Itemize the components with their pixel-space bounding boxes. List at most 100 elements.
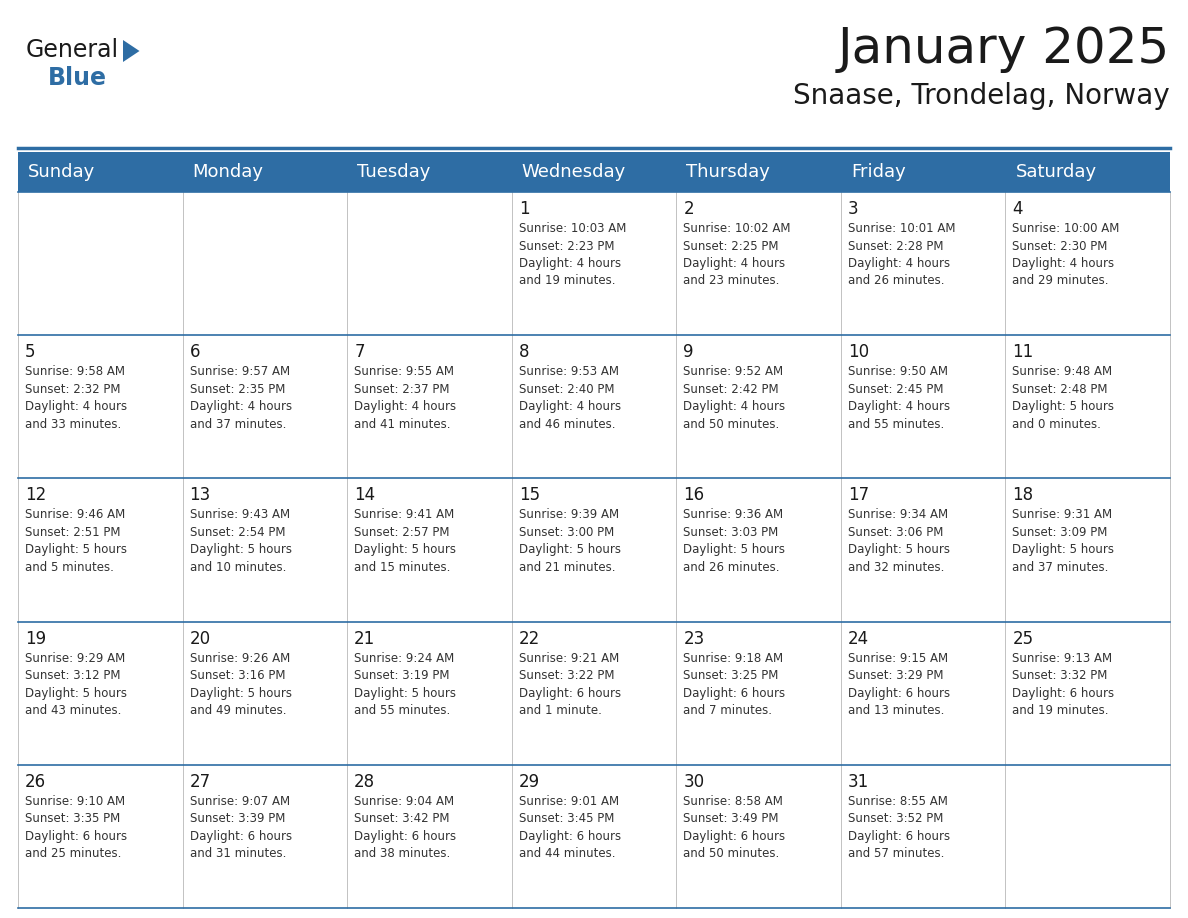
Text: Sunrise: 9:24 AM
Sunset: 3:19 PM
Daylight: 5 hours
and 55 minutes.: Sunrise: 9:24 AM Sunset: 3:19 PM Dayligh… — [354, 652, 456, 717]
Text: 29: 29 — [519, 773, 539, 790]
Text: Sunrise: 9:58 AM
Sunset: 2:32 PM
Daylight: 4 hours
and 33 minutes.: Sunrise: 9:58 AM Sunset: 2:32 PM Dayligh… — [25, 365, 127, 431]
Bar — [347, 335, 512, 478]
Text: 21: 21 — [354, 630, 375, 647]
Text: Sunrise: 8:58 AM
Sunset: 3:49 PM
Daylight: 6 hours
and 50 minutes.: Sunrise: 8:58 AM Sunset: 3:49 PM Dayligh… — [683, 795, 785, 860]
Bar — [512, 478, 676, 621]
Text: 22: 22 — [519, 630, 541, 647]
Bar — [512, 335, 676, 478]
Text: 13: 13 — [190, 487, 210, 504]
Bar — [1005, 765, 1170, 908]
Text: 19: 19 — [25, 630, 46, 647]
Text: 6: 6 — [190, 343, 200, 361]
Bar — [347, 621, 512, 765]
Text: 23: 23 — [683, 630, 704, 647]
Text: Sunrise: 9:26 AM
Sunset: 3:16 PM
Daylight: 5 hours
and 49 minutes.: Sunrise: 9:26 AM Sunset: 3:16 PM Dayligh… — [190, 652, 291, 717]
Bar — [841, 621, 1005, 765]
Bar — [183, 765, 347, 908]
Text: Sunrise: 9:13 AM
Sunset: 3:32 PM
Daylight: 6 hours
and 19 minutes.: Sunrise: 9:13 AM Sunset: 3:32 PM Dayligh… — [1012, 652, 1114, 717]
Text: Sunrise: 9:10 AM
Sunset: 3:35 PM
Daylight: 6 hours
and 25 minutes.: Sunrise: 9:10 AM Sunset: 3:35 PM Dayligh… — [25, 795, 127, 860]
Text: General: General — [26, 38, 119, 62]
Bar — [841, 478, 1005, 621]
Text: Sunrise: 10:00 AM
Sunset: 2:30 PM
Daylight: 4 hours
and 29 minutes.: Sunrise: 10:00 AM Sunset: 2:30 PM Daylig… — [1012, 222, 1120, 287]
Text: Sunrise: 9:39 AM
Sunset: 3:00 PM
Daylight: 5 hours
and 21 minutes.: Sunrise: 9:39 AM Sunset: 3:00 PM Dayligh… — [519, 509, 620, 574]
Text: Blue: Blue — [48, 66, 107, 90]
Text: 16: 16 — [683, 487, 704, 504]
Text: Sunrise: 9:57 AM
Sunset: 2:35 PM
Daylight: 4 hours
and 37 minutes.: Sunrise: 9:57 AM Sunset: 2:35 PM Dayligh… — [190, 365, 292, 431]
Text: 9: 9 — [683, 343, 694, 361]
Bar — [18, 152, 1170, 192]
Text: Sunrise: 9:50 AM
Sunset: 2:45 PM
Daylight: 4 hours
and 55 minutes.: Sunrise: 9:50 AM Sunset: 2:45 PM Dayligh… — [848, 365, 950, 431]
Bar — [1005, 192, 1170, 335]
Bar — [18, 192, 183, 335]
Text: Sunday: Sunday — [29, 163, 95, 181]
Text: Sunrise: 9:46 AM
Sunset: 2:51 PM
Daylight: 5 hours
and 5 minutes.: Sunrise: 9:46 AM Sunset: 2:51 PM Dayligh… — [25, 509, 127, 574]
Bar — [841, 335, 1005, 478]
Text: Sunrise: 10:02 AM
Sunset: 2:25 PM
Daylight: 4 hours
and 23 minutes.: Sunrise: 10:02 AM Sunset: 2:25 PM Daylig… — [683, 222, 791, 287]
Text: Sunrise: 9:18 AM
Sunset: 3:25 PM
Daylight: 6 hours
and 7 minutes.: Sunrise: 9:18 AM Sunset: 3:25 PM Dayligh… — [683, 652, 785, 717]
Text: 31: 31 — [848, 773, 870, 790]
Bar — [183, 335, 347, 478]
Text: Wednesday: Wednesday — [522, 163, 626, 181]
Text: 2: 2 — [683, 200, 694, 218]
Text: 27: 27 — [190, 773, 210, 790]
Bar — [347, 478, 512, 621]
Text: Sunrise: 8:55 AM
Sunset: 3:52 PM
Daylight: 6 hours
and 57 minutes.: Sunrise: 8:55 AM Sunset: 3:52 PM Dayligh… — [848, 795, 950, 860]
Bar — [18, 478, 183, 621]
Bar — [183, 621, 347, 765]
Bar — [347, 192, 512, 335]
Bar — [841, 192, 1005, 335]
Bar — [676, 478, 841, 621]
Text: Sunrise: 9:29 AM
Sunset: 3:12 PM
Daylight: 5 hours
and 43 minutes.: Sunrise: 9:29 AM Sunset: 3:12 PM Dayligh… — [25, 652, 127, 717]
Bar — [1005, 621, 1170, 765]
Text: 14: 14 — [354, 487, 375, 504]
Bar — [841, 765, 1005, 908]
Text: Sunrise: 9:43 AM
Sunset: 2:54 PM
Daylight: 5 hours
and 10 minutes.: Sunrise: 9:43 AM Sunset: 2:54 PM Dayligh… — [190, 509, 291, 574]
Bar — [676, 335, 841, 478]
Text: Snaase, Trondelag, Norway: Snaase, Trondelag, Norway — [794, 82, 1170, 110]
Text: 24: 24 — [848, 630, 868, 647]
Text: 15: 15 — [519, 487, 539, 504]
Bar — [347, 765, 512, 908]
Text: Sunrise: 9:21 AM
Sunset: 3:22 PM
Daylight: 6 hours
and 1 minute.: Sunrise: 9:21 AM Sunset: 3:22 PM Dayligh… — [519, 652, 621, 717]
Text: Sunrise: 9:04 AM
Sunset: 3:42 PM
Daylight: 6 hours
and 38 minutes.: Sunrise: 9:04 AM Sunset: 3:42 PM Dayligh… — [354, 795, 456, 860]
Text: Sunrise: 9:55 AM
Sunset: 2:37 PM
Daylight: 4 hours
and 41 minutes.: Sunrise: 9:55 AM Sunset: 2:37 PM Dayligh… — [354, 365, 456, 431]
Text: Sunrise: 9:31 AM
Sunset: 3:09 PM
Daylight: 5 hours
and 37 minutes.: Sunrise: 9:31 AM Sunset: 3:09 PM Dayligh… — [1012, 509, 1114, 574]
Bar — [676, 192, 841, 335]
Bar — [676, 621, 841, 765]
Bar — [183, 478, 347, 621]
Text: 8: 8 — [519, 343, 529, 361]
Bar — [1005, 478, 1170, 621]
Text: 7: 7 — [354, 343, 365, 361]
Text: 3: 3 — [848, 200, 859, 218]
Text: Saturday: Saturday — [1016, 163, 1097, 181]
Text: 17: 17 — [848, 487, 868, 504]
Text: Sunrise: 9:52 AM
Sunset: 2:42 PM
Daylight: 4 hours
and 50 minutes.: Sunrise: 9:52 AM Sunset: 2:42 PM Dayligh… — [683, 365, 785, 431]
Bar — [512, 192, 676, 335]
Text: Sunrise: 9:53 AM
Sunset: 2:40 PM
Daylight: 4 hours
and 46 minutes.: Sunrise: 9:53 AM Sunset: 2:40 PM Dayligh… — [519, 365, 621, 431]
Bar — [676, 765, 841, 908]
Text: Sunrise: 9:48 AM
Sunset: 2:48 PM
Daylight: 5 hours
and 0 minutes.: Sunrise: 9:48 AM Sunset: 2:48 PM Dayligh… — [1012, 365, 1114, 431]
Bar — [183, 192, 347, 335]
Bar — [18, 765, 183, 908]
Text: 25: 25 — [1012, 630, 1034, 647]
Text: 10: 10 — [848, 343, 868, 361]
Text: Sunrise: 10:03 AM
Sunset: 2:23 PM
Daylight: 4 hours
and 19 minutes.: Sunrise: 10:03 AM Sunset: 2:23 PM Daylig… — [519, 222, 626, 287]
Polygon shape — [124, 40, 139, 62]
Text: Sunrise: 9:01 AM
Sunset: 3:45 PM
Daylight: 6 hours
and 44 minutes.: Sunrise: 9:01 AM Sunset: 3:45 PM Dayligh… — [519, 795, 621, 860]
Text: January 2025: January 2025 — [838, 25, 1170, 73]
Bar — [18, 335, 183, 478]
Text: Sunrise: 9:34 AM
Sunset: 3:06 PM
Daylight: 5 hours
and 32 minutes.: Sunrise: 9:34 AM Sunset: 3:06 PM Dayligh… — [848, 509, 950, 574]
Text: 20: 20 — [190, 630, 210, 647]
Text: Sunrise: 10:01 AM
Sunset: 2:28 PM
Daylight: 4 hours
and 26 minutes.: Sunrise: 10:01 AM Sunset: 2:28 PM Daylig… — [848, 222, 955, 287]
Text: 12: 12 — [25, 487, 46, 504]
Text: Monday: Monday — [192, 163, 264, 181]
Text: Sunrise: 9:07 AM
Sunset: 3:39 PM
Daylight: 6 hours
and 31 minutes.: Sunrise: 9:07 AM Sunset: 3:39 PM Dayligh… — [190, 795, 292, 860]
Text: 4: 4 — [1012, 200, 1023, 218]
Bar — [18, 621, 183, 765]
Text: Friday: Friday — [851, 163, 905, 181]
Bar — [512, 621, 676, 765]
Bar — [512, 765, 676, 908]
Text: 1: 1 — [519, 200, 530, 218]
Text: 30: 30 — [683, 773, 704, 790]
Text: 26: 26 — [25, 773, 46, 790]
